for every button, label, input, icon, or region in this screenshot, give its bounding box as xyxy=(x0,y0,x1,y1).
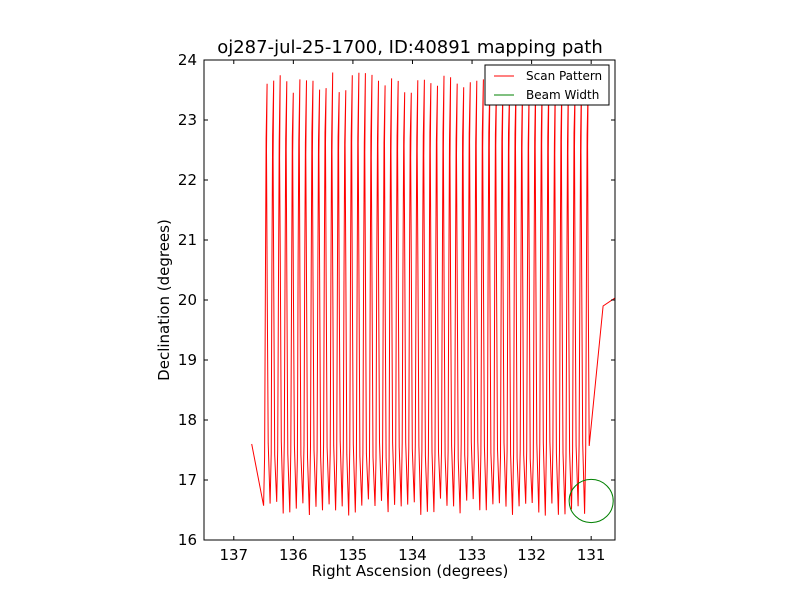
legend: Scan Pattern Beam Width xyxy=(484,64,610,106)
x-tick-label: 131 xyxy=(577,546,606,564)
x-tick-label: 135 xyxy=(339,546,368,564)
y-axis-title: Declination (degrees) xyxy=(155,219,173,381)
y-tick-label: 21 xyxy=(178,231,197,249)
scan-pattern-line xyxy=(251,72,615,516)
y-tick-label: 19 xyxy=(178,351,197,369)
legend-frame xyxy=(484,64,610,106)
plot-area: 137 136 135 134 133 132 131 16 17 18 19 20 21 22 23 24 xyxy=(178,51,616,564)
x-tick-label: 133 xyxy=(458,546,487,564)
y-tick-label: 17 xyxy=(178,471,197,489)
y-tick-label: 23 xyxy=(178,111,197,129)
x-tick-label: 132 xyxy=(517,546,546,564)
x-tick-label: 136 xyxy=(279,546,308,564)
legend-label-beam-width: Beam Width xyxy=(526,88,599,102)
beam-width-circle xyxy=(568,478,614,524)
x-tick-label: 134 xyxy=(398,546,427,564)
legend-label-scan-pattern: Scan Pattern xyxy=(526,69,602,83)
y-tick-label: 22 xyxy=(178,171,197,189)
x-axis-title: Right Ascension (degrees) xyxy=(312,562,509,580)
y-tick-label: 18 xyxy=(178,411,197,429)
y-tick-label: 24 xyxy=(178,51,197,69)
y-tick-label: 20 xyxy=(178,291,197,309)
y-tick-label: 16 xyxy=(178,531,197,549)
x-tick-label: 137 xyxy=(219,546,248,564)
chart-title: oj287-jul-25-1700, ID:40891 mapping path xyxy=(217,37,603,58)
